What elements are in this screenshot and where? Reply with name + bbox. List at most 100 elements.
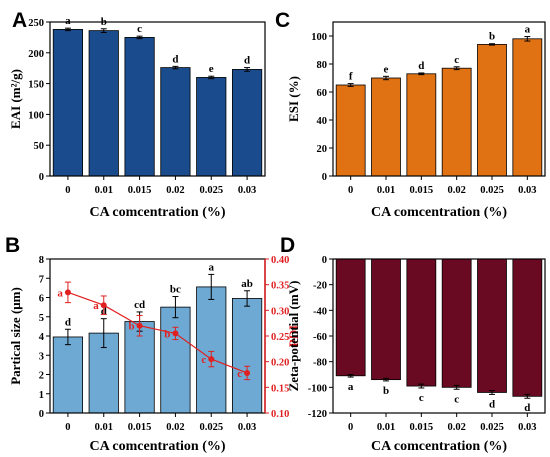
- panel-label: A: [12, 9, 27, 32]
- significance-letter: a: [525, 24, 531, 36]
- y-axis-title: Partical size (μm): [8, 287, 23, 385]
- y-tick-label: 200: [28, 49, 44, 60]
- y-tick-label: -80: [313, 358, 327, 369]
- significance-letter: d: [244, 55, 250, 67]
- pdi-letter: c: [237, 368, 242, 380]
- bar: [52, 336, 84, 414]
- y2-tick-label: 0.20: [271, 358, 289, 369]
- y-tick-label: 2: [39, 371, 44, 382]
- y-tick-label: 0: [322, 172, 327, 183]
- x-tick-label: 0.02: [447, 185, 465, 196]
- significance-letter: a: [348, 381, 354, 393]
- x-axis-title: CA comcentration (%): [89, 439, 225, 454]
- x-tick-label: 0.03: [518, 422, 536, 433]
- y-tick-label: 40: [317, 116, 328, 127]
- bar: [160, 306, 191, 414]
- panel-label: C: [275, 9, 290, 32]
- bar: [124, 321, 155, 414]
- y-tick-label: 250: [28, 18, 44, 29]
- x-tick-label: 0.015: [128, 422, 152, 433]
- y-tick-label: 7: [39, 274, 44, 285]
- bar: [335, 258, 366, 377]
- pdi-letter: b: [164, 328, 170, 340]
- y-tick-label: -20: [313, 281, 327, 292]
- significance-letter: d: [65, 316, 71, 328]
- panel-b: B012345678ddcdbcaab0.100.150.200.250.300…: [5, 234, 301, 454]
- y-tick-label: -40: [313, 306, 327, 317]
- bar: [477, 44, 507, 177]
- significance-letter: e: [209, 63, 214, 75]
- x-tick-label: 0.01: [377, 185, 395, 196]
- significance-letter: e: [384, 63, 389, 75]
- bar: [477, 258, 507, 393]
- pdi-point: [172, 330, 179, 337]
- significance-letter: b: [489, 31, 495, 43]
- plot-frame: [332, 258, 546, 414]
- bar: [160, 67, 191, 177]
- y-tick-label: -100: [308, 383, 327, 394]
- y-axis-title: Zeta-potential (mV): [286, 281, 301, 392]
- x-tick-label: 0: [65, 422, 70, 433]
- x-tick-label: 0.01: [377, 422, 395, 433]
- significance-letter: d: [418, 60, 424, 72]
- x-tick-label: 0.01: [95, 422, 113, 433]
- y2-tick-label: 0.25: [271, 332, 289, 343]
- x-axis-title: CA comcentration (%): [371, 439, 507, 454]
- x-tick-label: 0.02: [447, 422, 465, 433]
- significance-letter: d: [489, 398, 495, 410]
- y-axis-title: ESI (%): [286, 76, 301, 122]
- y-tick-label: 5: [39, 313, 44, 324]
- pdi-letter: a: [93, 300, 99, 312]
- bar: [88, 30, 119, 177]
- x-tick-label: 0.015: [128, 185, 152, 196]
- bar: [441, 258, 472, 388]
- significance-letter: b: [383, 385, 389, 397]
- y-tick-label: -120: [308, 409, 327, 420]
- significance-letter: c: [454, 393, 459, 405]
- y-axis-title: EAI (m²/g): [8, 69, 23, 129]
- y-tick-label: 8: [39, 255, 44, 266]
- x-tick-label: 0.03: [238, 185, 256, 196]
- y-tick-label: 80: [317, 60, 328, 71]
- significance-letter: a: [209, 261, 215, 273]
- x-tick-label: 0.03: [518, 185, 536, 196]
- significance-letter: cd: [134, 299, 145, 311]
- bar: [124, 37, 155, 177]
- x-axis-title: CA comcentration (%): [371, 205, 507, 220]
- significance-letter: c: [454, 54, 459, 66]
- y-tick-label: 50: [34, 141, 45, 152]
- plot-frame: [332, 21, 546, 177]
- x-tick-label: 0.025: [199, 185, 223, 196]
- y2-tick-label: 0.15: [271, 383, 289, 394]
- x-tick-label: 0.02: [166, 185, 184, 196]
- x-tick-label: 0.01: [95, 185, 113, 196]
- significance-letter: a: [65, 15, 71, 27]
- bar: [196, 77, 227, 177]
- y2-tick-label: 0.10: [271, 409, 289, 420]
- y-tick-label: 0: [39, 172, 44, 183]
- significance-letter: c: [419, 392, 424, 404]
- pdi-point: [100, 302, 107, 309]
- bar: [441, 67, 472, 177]
- pdi-point: [64, 289, 71, 296]
- pdi-point: [208, 356, 215, 363]
- y-tick-label: -60: [313, 332, 327, 343]
- bar: [52, 28, 84, 177]
- y2-tick-label: 0.30: [271, 306, 289, 317]
- bar: [371, 258, 401, 381]
- bar: [231, 298, 263, 414]
- bar: [335, 84, 366, 177]
- y-tick-label: 3: [39, 351, 44, 362]
- bar: [406, 258, 437, 387]
- plot-frame: [49, 21, 266, 177]
- x-tick-label: 0.025: [199, 422, 223, 433]
- pdi-line: [67, 291, 248, 374]
- y-tick-label: 60: [317, 88, 328, 99]
- bar: [231, 69, 263, 177]
- y-tick-label: 100: [28, 110, 44, 121]
- significance-letter: c: [137, 23, 142, 35]
- x-tick-label: 0: [348, 422, 353, 433]
- pdi-letter: b: [128, 321, 134, 333]
